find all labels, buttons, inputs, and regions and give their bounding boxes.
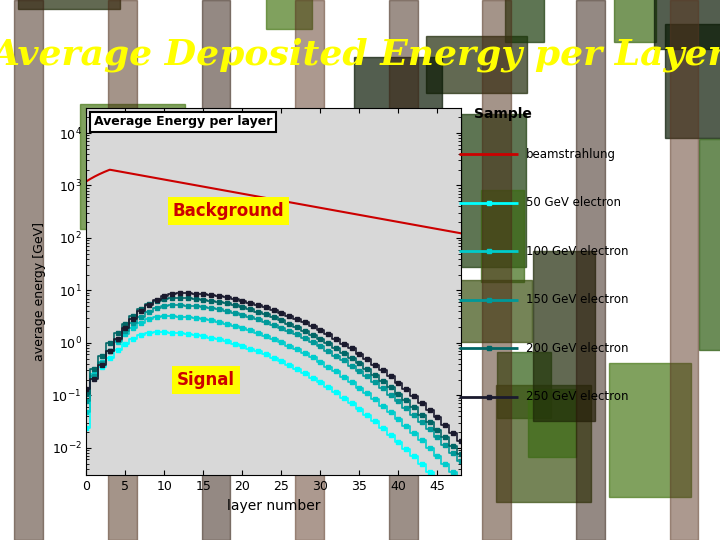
Bar [651,103,695,171]
Bar [269,123,323,184]
Text: 200 GeV electron: 200 GeV electron [526,342,629,355]
Bar [670,0,698,540]
Y-axis label: average energy [GeV]: average energy [GeV] [33,222,46,361]
Text: Average Energy per layer: Average Energy per layer [94,116,272,129]
Bar [136,0,204,59]
Bar [123,260,164,393]
Bar [295,0,324,540]
Bar [554,0,593,90]
Bar [268,99,348,252]
X-axis label: layer number: layer number [227,498,320,512]
Bar [615,0,702,173]
Bar [108,0,137,540]
Bar [701,243,720,357]
Bar [586,183,681,362]
Bar [202,0,230,540]
Text: Background: Background [173,202,284,220]
Bar [389,0,418,540]
Bar [141,0,205,56]
Text: Sample: Sample [474,107,532,122]
Bar [120,65,182,125]
Bar [714,211,720,390]
Bar [14,0,43,540]
Text: 50 GeV electron: 50 GeV electron [526,196,621,209]
Text: 100 GeV electron: 100 GeV electron [526,245,629,258]
Bar [334,104,416,266]
Text: 250 GeV electron: 250 GeV electron [526,390,629,403]
Bar [482,0,511,540]
Text: beamstrahlung: beamstrahlung [526,147,616,160]
Bar [576,0,605,540]
Bar [110,375,148,538]
Text: Signal: Signal [177,371,235,389]
Bar [354,74,446,146]
Bar [624,245,706,441]
Bar [209,209,280,310]
Text: 150 GeV electron: 150 GeV electron [526,293,629,306]
Bar [475,119,537,197]
Bar [245,3,299,176]
Bar [418,291,473,399]
Text: Average Deposited Energy per Layer: Average Deposited Energy per Layer [0,38,720,72]
